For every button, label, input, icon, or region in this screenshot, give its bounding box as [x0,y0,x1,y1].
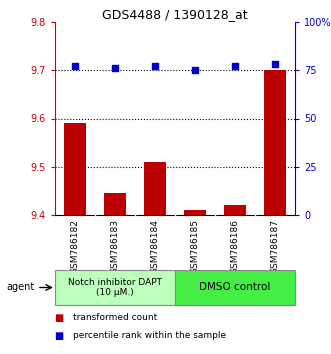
Text: agent: agent [7,282,35,292]
Bar [224,205,246,215]
Bar [184,210,206,215]
Text: percentile rank within the sample: percentile rank within the sample [73,331,226,341]
Bar [55,270,175,305]
Point [72,64,78,69]
Point [232,64,238,69]
Text: DMSO control: DMSO control [199,282,271,292]
Text: ■: ■ [55,313,68,323]
Bar [104,193,126,215]
Bar [64,123,86,215]
Bar [175,270,295,305]
Text: ■: ■ [55,331,68,341]
Text: GSM786186: GSM786186 [230,219,240,274]
Title: GDS4488 / 1390128_at: GDS4488 / 1390128_at [102,8,248,21]
Text: GSM786183: GSM786183 [111,219,119,274]
Bar [264,70,286,215]
Text: GSM786182: GSM786182 [71,219,79,274]
Text: Notch inhibitor DAPT
(10 μM.): Notch inhibitor DAPT (10 μM.) [68,278,162,297]
Text: GSM786184: GSM786184 [151,219,160,274]
Text: GSM786185: GSM786185 [191,219,200,274]
Point [192,67,198,73]
Point [152,64,158,69]
Point [112,65,118,71]
Point [272,62,278,67]
Text: transformed count: transformed count [73,314,158,322]
Text: GSM786187: GSM786187 [270,219,279,274]
Bar [144,162,166,215]
